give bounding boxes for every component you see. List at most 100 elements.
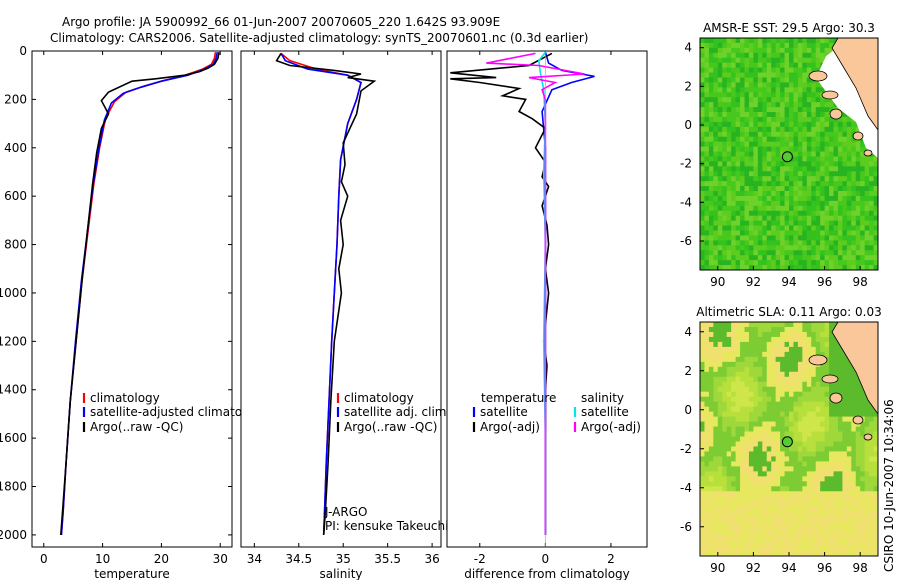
sla-map-cell (837, 376, 843, 383)
sst-map-cell (855, 250, 861, 256)
sst-map-cell (815, 121, 821, 128)
sst-map-cell (740, 121, 745, 128)
sla-map-cell (837, 346, 843, 353)
sst-map-cell (780, 166, 785, 172)
sla-map-cell (829, 531, 834, 537)
sst-map-cell (789, 240, 794, 246)
sst-map-cell (855, 141, 861, 147)
sla-map-cell (837, 541, 843, 547)
sla-map-cell (855, 466, 861, 472)
sst-map-cell (704, 230, 710, 236)
sla-map-cell (744, 501, 750, 507)
sst-map-cell (806, 92, 812, 98)
sst-map-cell (735, 126, 741, 133)
sst-map-cell (811, 52, 817, 59)
sla-map-cell (793, 366, 799, 373)
sst-map-cell (789, 136, 794, 143)
sst-map-cell (784, 200, 790, 207)
sla-map-cell (717, 501, 723, 507)
sst-map-cell (771, 230, 777, 236)
sst-map-cell (717, 200, 723, 207)
sla-map-cell (775, 531, 781, 537)
sla-map-cell (704, 546, 710, 552)
sst-map-cell (789, 235, 794, 241)
sst-map-cell (700, 195, 705, 202)
sst-map-cell (726, 225, 732, 231)
sst-map-cell (789, 215, 794, 222)
sla-map-cell (860, 391, 866, 398)
sst-map-cell (833, 161, 839, 167)
sst-map-cell (851, 260, 857, 266)
sst-map-cell (753, 38, 759, 44)
sst-map-cell (757, 57, 763, 64)
sst-map-cell (842, 126, 848, 133)
sla-map-cell (824, 551, 830, 557)
sla-map-cell (811, 391, 817, 398)
sla-map-cell (722, 501, 728, 507)
sst-map-cell (731, 112, 736, 118)
sst-map-cell (762, 102, 768, 108)
sla-map-cell (713, 496, 719, 502)
sla-map-cell (717, 381, 723, 388)
sst-map-cell (842, 181, 848, 187)
sst-map-cell (771, 210, 777, 217)
sst-map-cell (713, 240, 719, 246)
sst-map-cell (789, 72, 794, 78)
sla-map-cell (789, 322, 794, 328)
sst-map-cell (833, 265, 839, 271)
sla-map-cell (753, 481, 759, 487)
sst-map-cell (829, 166, 834, 172)
sla-map-cell (766, 331, 772, 338)
sst-map-cell (717, 146, 723, 152)
sla-map-cell (815, 366, 821, 373)
sst-map-cell (846, 116, 852, 123)
sla-map-cell (735, 376, 741, 383)
sst-map-cell (717, 121, 723, 128)
sst-map-cell (766, 57, 772, 64)
sla-map-cell (842, 546, 848, 552)
sst-map-cell (780, 215, 785, 222)
sst-map-cell (837, 116, 843, 123)
sla-map-cell (762, 446, 768, 452)
sla-map-cell (846, 521, 852, 527)
sla-map-cell (806, 322, 812, 328)
sst-map-cell (806, 171, 812, 177)
sst-map-cell (811, 107, 817, 113)
sst-map-ytick-label: 4 (684, 41, 692, 55)
sla-map-cell (744, 371, 750, 378)
sla-map-cell (762, 531, 768, 537)
salinity-chart: 34 34.5 35 35.5 36salinityclimatologysatelli… (240, 50, 450, 580)
sla-map-cell (820, 486, 825, 492)
sst-map-cell (806, 38, 812, 44)
sst-map-cell (753, 72, 759, 78)
sla-map-cell (793, 531, 799, 537)
sst-map-cell (824, 260, 830, 266)
sst-map-cell (842, 112, 848, 118)
sla-map-cell (757, 551, 763, 557)
sla-map-cell (731, 476, 736, 482)
sst-map-cell (815, 156, 821, 162)
sst-map-cell (771, 42, 777, 49)
sst-map-cell (766, 141, 772, 147)
sst-map-cell (802, 97, 808, 103)
sla-map-cell (700, 322, 705, 328)
sst-map-cell (829, 215, 834, 222)
sla-map-cell (700, 336, 705, 343)
sla-map-cell (748, 351, 754, 358)
temperature-legend-satellite-label: satellite-adjusted climatology (90, 405, 268, 419)
sst-map-cell (775, 191, 781, 197)
sst-map-cell (740, 72, 745, 78)
sst-map-cell (784, 210, 790, 217)
sst-map-cell (789, 200, 794, 207)
sst-map-cell (793, 131, 799, 138)
sla-map-cell (708, 322, 714, 328)
sst-map-cell (815, 265, 821, 271)
sst-map-cell (771, 176, 777, 182)
sst-map-cell (811, 121, 817, 128)
sst-map-cell (846, 156, 852, 162)
sst-map-cell (851, 141, 857, 147)
sst-map-cell (713, 171, 719, 177)
sst-map-cell (771, 220, 777, 226)
sst-map-cell (753, 235, 759, 241)
sla-map-cell (700, 431, 705, 437)
